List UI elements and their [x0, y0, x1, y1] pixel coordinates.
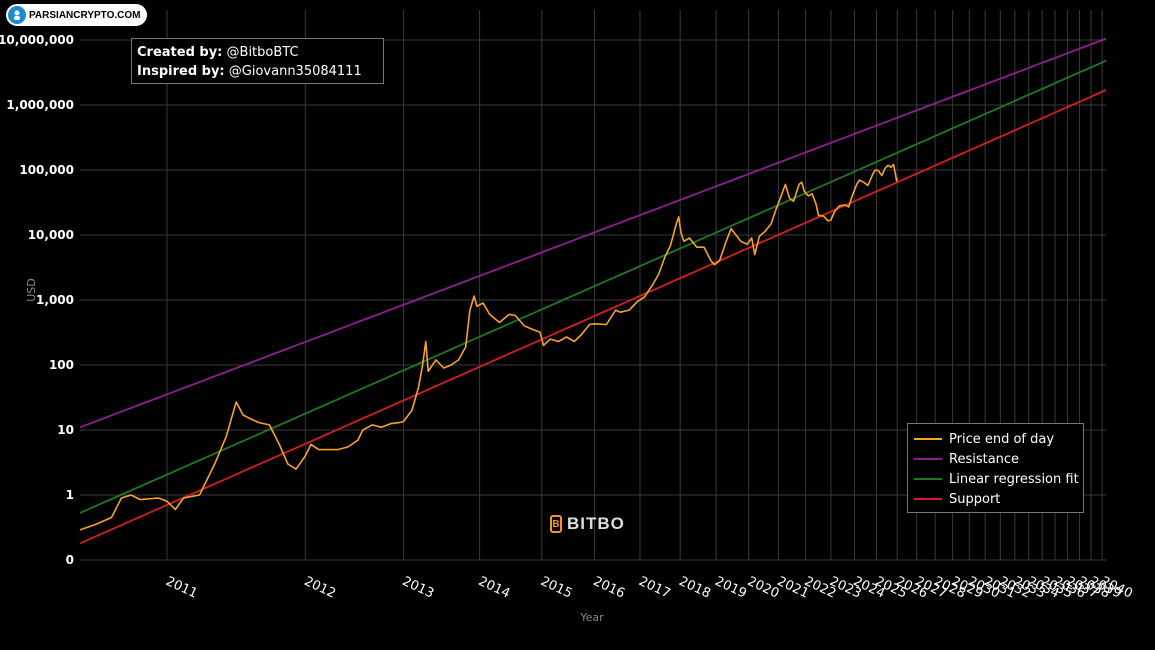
- legend-swatch-resistance: [914, 458, 942, 460]
- x-tick-label: 2012: [302, 574, 338, 602]
- x-tick-label: 2014: [476, 574, 512, 602]
- x-tick-label: 2011: [163, 574, 199, 602]
- parsiancrypto-logo-icon: [8, 6, 26, 24]
- regression-line: [79, 59, 1107, 514]
- watermark-text: PARSIANCRYPTO.COM: [29, 9, 141, 21]
- legend-item-support[interactable]: Support: [914, 489, 1083, 509]
- watermark: PARSIANCRYPTO.COM: [6, 4, 147, 26]
- y-tick-label: 100: [49, 358, 74, 372]
- y-tick-label: 100,000: [19, 163, 74, 177]
- x-tick-label: 2017: [636, 574, 672, 602]
- legend-label-support: Support: [949, 491, 1001, 507]
- resistance-line: [79, 37, 1107, 429]
- legend-item-price[interactable]: Price end of day: [914, 429, 1083, 449]
- created-by-value: @BitboBTC: [226, 45, 299, 60]
- price-line: [79, 163, 898, 531]
- created-by-line: Created by: @BitboBTC: [137, 43, 378, 62]
- legend[interactable]: Price end of day Resistance Linear regre…: [907, 423, 1084, 513]
- legend-item-regression[interactable]: Linear regression fit: [914, 469, 1083, 489]
- legend-label-price: Price end of day: [949, 431, 1055, 447]
- legend-swatch-price: [914, 438, 942, 440]
- y-tick-label: 10,000: [28, 228, 74, 242]
- y-tick-label: 10: [57, 423, 74, 437]
- y-axis-title: USD: [25, 278, 38, 302]
- bitbo-brand: B BITBO: [550, 514, 625, 534]
- inspired-by-line: Inspired by: @Giovann35084111: [137, 62, 378, 81]
- y-tick-label: 0: [66, 553, 74, 567]
- x-tick-label: 2016: [591, 574, 627, 602]
- grid-layer: [80, 10, 1106, 561]
- x-tick-label: 2013: [400, 574, 436, 602]
- legend-swatch-regression: [914, 478, 942, 480]
- x-axis-title: Year: [579, 611, 604, 624]
- legend-item-resistance[interactable]: Resistance: [914, 449, 1083, 469]
- bitbo-brand-text: BITBO: [567, 514, 625, 533]
- inspired-by-label: Inspired by:: [137, 64, 225, 79]
- created-by-label: Created by:: [137, 45, 223, 60]
- support-line: [79, 89, 1107, 545]
- x-tick-label: 2015: [538, 574, 574, 602]
- y-tick-label: 10,000,000: [0, 33, 74, 47]
- bitbo-logo-icon: B: [550, 515, 562, 533]
- y-tick-label: 1,000,000: [6, 98, 74, 112]
- legend-label-regression: Linear regression fit: [949, 471, 1079, 487]
- inspired-by-value: @Giovann35084111: [228, 64, 362, 79]
- x-tick-label: 2019: [712, 574, 748, 602]
- series-layer: [79, 37, 1107, 545]
- y-tick-label: 1: [66, 488, 74, 502]
- credits-box: Created by: @BitboBTC Inspired by: @Giov…: [131, 38, 384, 84]
- legend-label-resistance: Resistance: [949, 451, 1020, 467]
- y-tick-label: 1,000: [36, 293, 74, 307]
- legend-swatch-support: [914, 498, 942, 500]
- x-tick-label: 2018: [676, 574, 712, 602]
